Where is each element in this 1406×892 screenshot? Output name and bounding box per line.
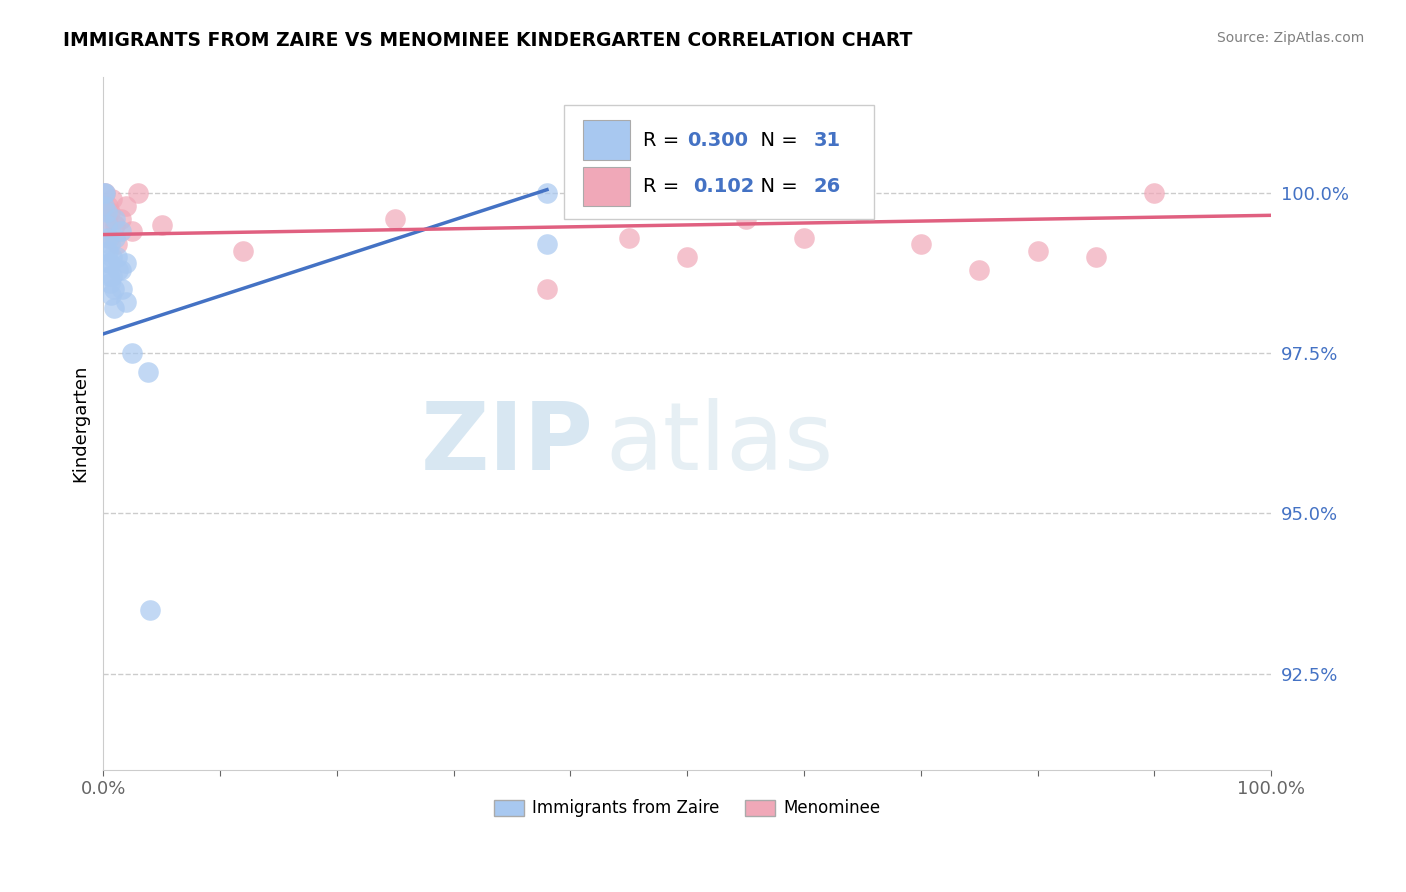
Point [115,294,138,309]
Point [793,231,815,245]
Point [104,211,127,226]
Point [139,603,162,617]
Point [910,237,932,252]
Text: 0.102: 0.102 [693,178,755,196]
Point [98,231,121,245]
Point [127,186,149,200]
Point [617,231,640,245]
Point [150,218,173,232]
Point [96,205,118,219]
Y-axis label: Kindergarten: Kindergarten [72,365,89,483]
Point [97,199,120,213]
Point [536,237,558,252]
FancyBboxPatch shape [583,120,630,160]
FancyBboxPatch shape [564,105,875,219]
Text: R =: R = [643,178,692,196]
Point [100,288,122,302]
Point [851,205,873,219]
Point [734,211,756,226]
Point [96,218,118,232]
Point [1084,250,1107,264]
Point [121,346,143,360]
Point [96,211,118,226]
Text: R =: R = [643,131,685,150]
Point [98,276,121,290]
Point [136,366,159,380]
Point [536,186,558,200]
Point [115,256,138,270]
Point [98,205,121,219]
Text: Source: ZipAtlas.com: Source: ZipAtlas.com [1216,31,1364,45]
Point [103,282,125,296]
Text: ZIP: ZIP [420,399,593,491]
Point [110,224,132,238]
Point [1143,186,1166,200]
Point [97,244,120,258]
Point [115,199,138,213]
Text: atlas: atlas [606,399,834,491]
Point [97,231,120,245]
Point [121,224,143,238]
Point [676,250,699,264]
Point [110,211,132,226]
Point [98,237,121,252]
Point [98,256,121,270]
Point [107,262,129,277]
Point [93,199,115,213]
Text: 0.300: 0.300 [688,131,748,150]
Point [101,250,124,264]
Point [967,262,990,277]
Point [98,269,121,284]
Text: N =: N = [748,131,804,150]
Text: 31: 31 [813,131,841,150]
Point [1026,244,1049,258]
Point [94,186,117,200]
Point [111,282,134,296]
Point [103,301,125,316]
Point [94,186,117,200]
Text: IMMIGRANTS FROM ZAIRE VS MENOMINEE KINDERGARTEN CORRELATION CHART: IMMIGRANTS FROM ZAIRE VS MENOMINEE KINDE… [63,31,912,50]
Point [104,218,127,232]
Point [93,186,115,200]
Point [101,269,124,284]
Legend: Immigrants from Zaire, Menominee: Immigrants from Zaire, Menominee [488,793,887,824]
Point [105,237,128,252]
Point [104,231,127,245]
Text: 26: 26 [813,178,841,196]
Point [232,244,254,258]
Point [98,256,121,270]
FancyBboxPatch shape [583,167,630,206]
Point [105,250,128,264]
Point [110,262,132,277]
Text: N =: N = [748,178,804,196]
Point [536,282,558,296]
Point [384,211,406,226]
Point [101,192,124,206]
